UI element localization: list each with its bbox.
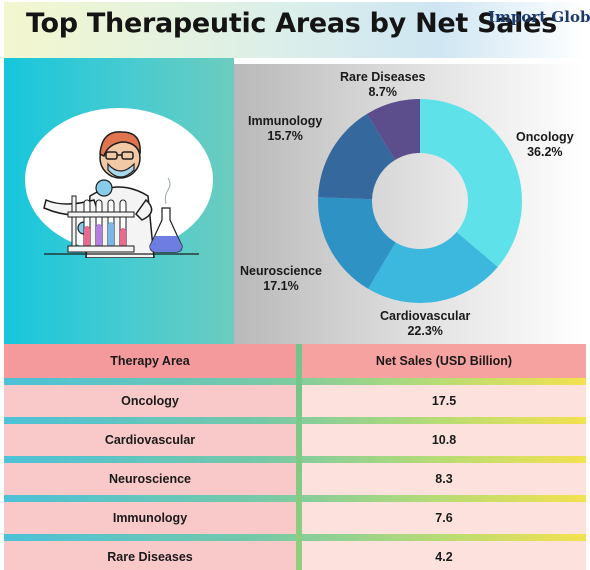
donut-slice-neuroscience	[318, 197, 396, 289]
row-divider	[4, 456, 586, 463]
table-cell-area: Cardiovascular	[4, 424, 296, 456]
table-header-therapy-area: Therapy Area	[4, 344, 296, 378]
slice-label-rare-diseases-name: Rare Diseases	[340, 70, 426, 84]
slice-label-immunology-name: Immunology	[248, 114, 323, 128]
table-header-net-sales: Net Sales (USD Billion)	[302, 344, 586, 378]
slice-label-oncology-value: 36.2%	[527, 145, 563, 159]
table-cell-area: Rare Diseases	[4, 541, 296, 570]
table-cell-sales: 17.5	[302, 385, 586, 417]
column-divider	[296, 344, 302, 570]
slice-label-cardiovascular-name: Cardiovascular	[380, 309, 471, 323]
donut-slice-oncology	[420, 99, 522, 267]
table-cell-sales: 4.2	[302, 541, 586, 570]
slice-label-oncology-name: Oncology	[516, 130, 574, 144]
table-cell-sales: 8.3	[302, 463, 586, 495]
donut-slice-rare-diseases	[366, 99, 420, 160]
table-cell-area: Immunology	[4, 502, 296, 534]
slice-label-neuroscience: Neuroscience 17.1%	[240, 264, 322, 294]
row-divider	[4, 417, 586, 424]
slice-label-oncology: Oncology 36.2%	[516, 130, 574, 160]
slice-label-rare-diseases-value: 8.7%	[368, 85, 397, 99]
donut-slice-cardiovascular	[368, 232, 498, 303]
slice-label-immunology-value: 15.7%	[267, 129, 303, 143]
row-divider	[4, 495, 586, 502]
row-divider	[4, 534, 586, 541]
slice-label-immunology: Immunology 15.7%	[248, 114, 322, 144]
slice-label-cardiovascular: Cardiovascular 22.3%	[380, 309, 470, 339]
brand-logo: Import Globals	[488, 8, 590, 26]
slice-label-rare-diseases: Rare Diseases 8.7%	[340, 70, 425, 100]
sales-table: Therapy Area Net Sales (USD Billion) Onc…	[4, 344, 586, 570]
slice-label-cardiovascular-value: 22.3%	[407, 324, 443, 338]
donut-slice-immunology	[318, 113, 396, 200]
scientist-illustration	[25, 108, 213, 258]
table-cell-area: Neuroscience	[4, 463, 296, 495]
donut-chart	[318, 99, 522, 303]
slice-label-neuroscience-value: 17.1%	[263, 279, 299, 293]
title-banner: Top Therapeutic Areas by Net Sales Impor…	[4, 2, 590, 58]
row-divider	[4, 378, 586, 385]
table-cell-area: Oncology	[4, 385, 296, 417]
slice-label-neuroscience-name: Neuroscience	[240, 264, 322, 278]
page-title: Top Therapeutic Areas by Net Sales	[26, 8, 557, 39]
table-cell-sales: 7.6	[302, 502, 586, 534]
table-cell-sales: 10.8	[302, 424, 586, 456]
